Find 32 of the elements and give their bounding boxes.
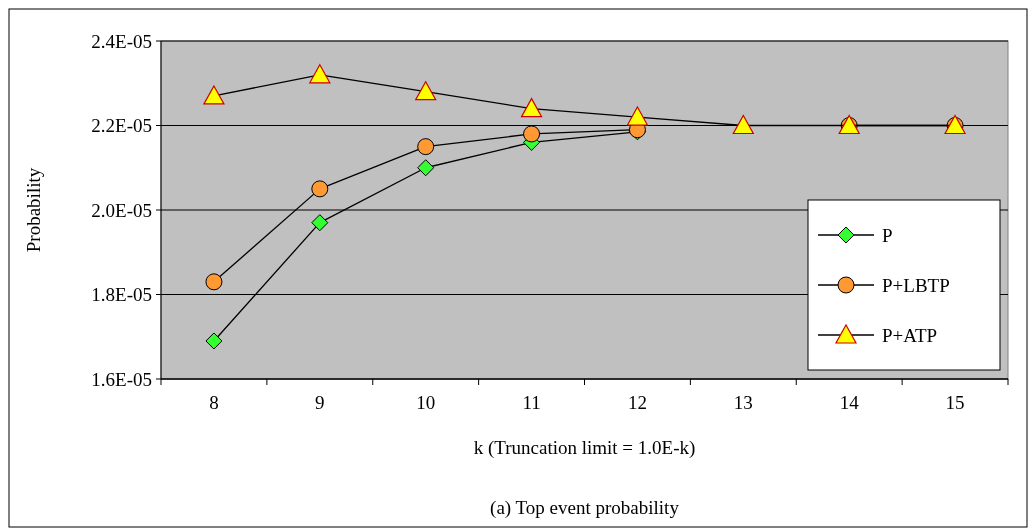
y-tick-label: 2.4E-05 [91,30,152,52]
legend-label: P+LBTP [882,274,950,296]
point [626,106,649,126]
point [415,81,437,101]
point [311,214,329,232]
y-tick-label: 2.2E-05 [91,115,152,137]
y-axis-title: Probability [23,167,44,253]
y-tick-label: 1.8E-05 [91,284,152,306]
point [523,125,541,143]
y-tick-label: 2.0E-05 [91,199,152,221]
point [311,180,329,198]
point [309,64,331,84]
x-tick-label: 15 [945,392,965,413]
legend-label: P+ATP [882,324,938,346]
point [417,138,435,156]
y-tick-label: 1.6E-05 [91,368,152,390]
point [520,98,543,118]
x-tick-label: 14 [839,392,860,413]
x-tick-label: 8 [209,392,219,413]
x-tick-label: 13 [733,392,753,413]
legend-label: P [882,224,893,246]
point [205,332,223,350]
point [732,114,754,135]
point [205,273,223,291]
x-tick-label: 11 [522,392,541,413]
x-tick-label: 12 [627,392,647,413]
x-tick-label: 9 [315,392,325,413]
x-axis-title: k (Truncation limit = 1.0E-k) [473,437,696,459]
x-tick-label: 10 [416,392,436,413]
point [417,159,435,177]
point [203,85,225,105]
text: (a) Top event probability [490,497,680,519]
